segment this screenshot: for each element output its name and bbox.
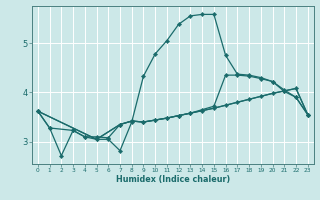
- X-axis label: Humidex (Indice chaleur): Humidex (Indice chaleur): [116, 175, 230, 184]
